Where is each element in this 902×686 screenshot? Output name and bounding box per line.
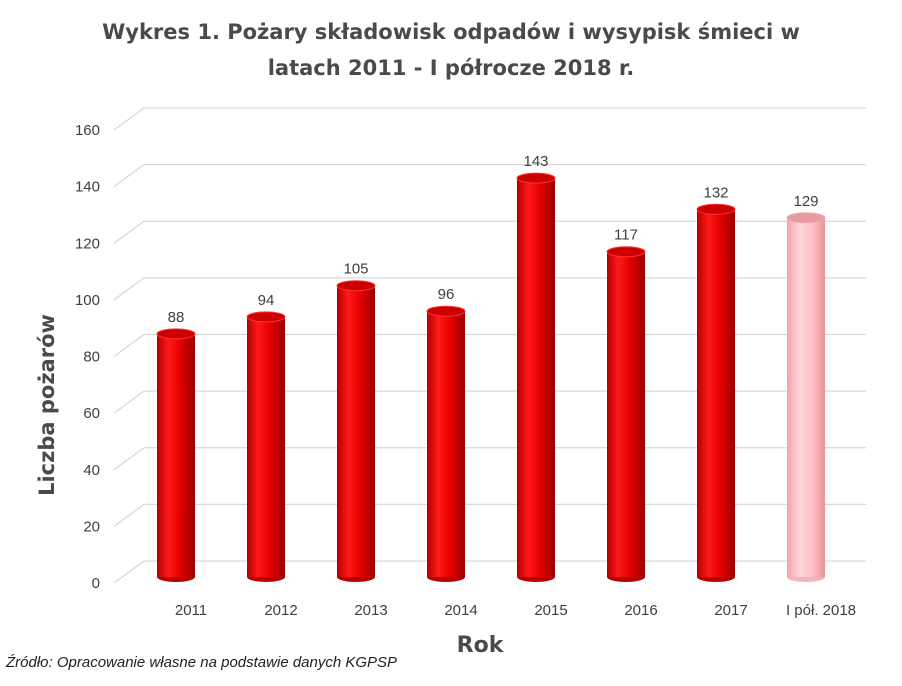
data-label-2014: 96	[438, 286, 455, 303]
bar-2016	[606, 246, 646, 582]
y-tick-label-120: 120	[75, 235, 100, 252]
data-labels: 88 94 105 96 143 117 132 129	[168, 153, 819, 326]
gridline-140	[113, 163, 866, 188]
y-axis-title: Liczba pożarów	[35, 314, 59, 496]
gridline-120	[113, 220, 866, 244]
x-tick-label-2016: 2016	[624, 602, 657, 619]
bar-2012	[246, 311, 286, 582]
gridline-80	[113, 333, 866, 358]
gridline-60	[113, 390, 866, 414]
y-tick-label-160: 160	[75, 122, 100, 139]
y-tick-label-20: 20	[83, 518, 100, 535]
gridline-20	[113, 503, 866, 527]
data-label-2015: 143	[523, 153, 548, 170]
x-tick-label-2014: 2014	[444, 602, 477, 619]
bar-2014	[426, 305, 466, 582]
gridline-40	[113, 447, 866, 471]
x-tick-label-2011: 2011	[175, 602, 207, 619]
data-label-I pół. 2018: 129	[793, 193, 818, 210]
chart-title-line-1: Wykres 1. Pożary składowisk odpadów i wy…	[102, 20, 800, 44]
bar-2015	[516, 172, 556, 582]
y-tick-label-60: 60	[83, 405, 100, 422]
source-note: Źródło: Opracowanie własne na podstawie …	[6, 654, 398, 671]
bar-2013	[336, 280, 376, 582]
data-label-2011: 88	[168, 309, 185, 326]
bars	[156, 172, 826, 582]
x-axis-ticks: 2011 2012 2013 2014 2015 2016 2017 I pół. 2018	[175, 602, 856, 619]
y-tick-label-0: 0	[92, 575, 100, 592]
data-label-2016: 117	[614, 227, 638, 244]
chart-title: Wykres 1. Pożary składowisk odpadów i wy…	[40, 14, 862, 86]
y-tick-label-40: 40	[83, 462, 100, 479]
x-tick-label-2017: 2017	[714, 602, 747, 619]
y-tick-label-140: 140	[75, 179, 100, 196]
bar-I pół. 2018	[786, 212, 826, 582]
x-tick-label-I pół. 2018: I pół. 2018	[786, 602, 856, 619]
data-label-2017: 132	[703, 184, 728, 201]
x-axis-title: Rok	[457, 633, 505, 658]
x-tick-label-2012: 2012	[264, 602, 297, 619]
chart-title-line-2: latach 2011 - I półrocze 2018 r.	[267, 56, 635, 80]
data-label-2013: 105	[343, 261, 368, 278]
gridline-100	[113, 277, 866, 301]
gridline-160	[113, 107, 866, 131]
y-tick-label-100: 100	[75, 292, 100, 309]
data-label-2012: 94	[258, 292, 275, 309]
gridline-0	[113, 560, 866, 584]
x-tick-label-2015: 2015	[534, 602, 567, 619]
y-tick-label-80: 80	[83, 349, 100, 366]
bar-2017	[696, 203, 736, 582]
y-axis-ticks: 0 20 40 60 80 100 120 140 160	[75, 122, 100, 592]
bar-2011	[156, 328, 196, 582]
x-tick-label-2013: 2013	[354, 602, 387, 619]
gridlines	[113, 107, 866, 584]
